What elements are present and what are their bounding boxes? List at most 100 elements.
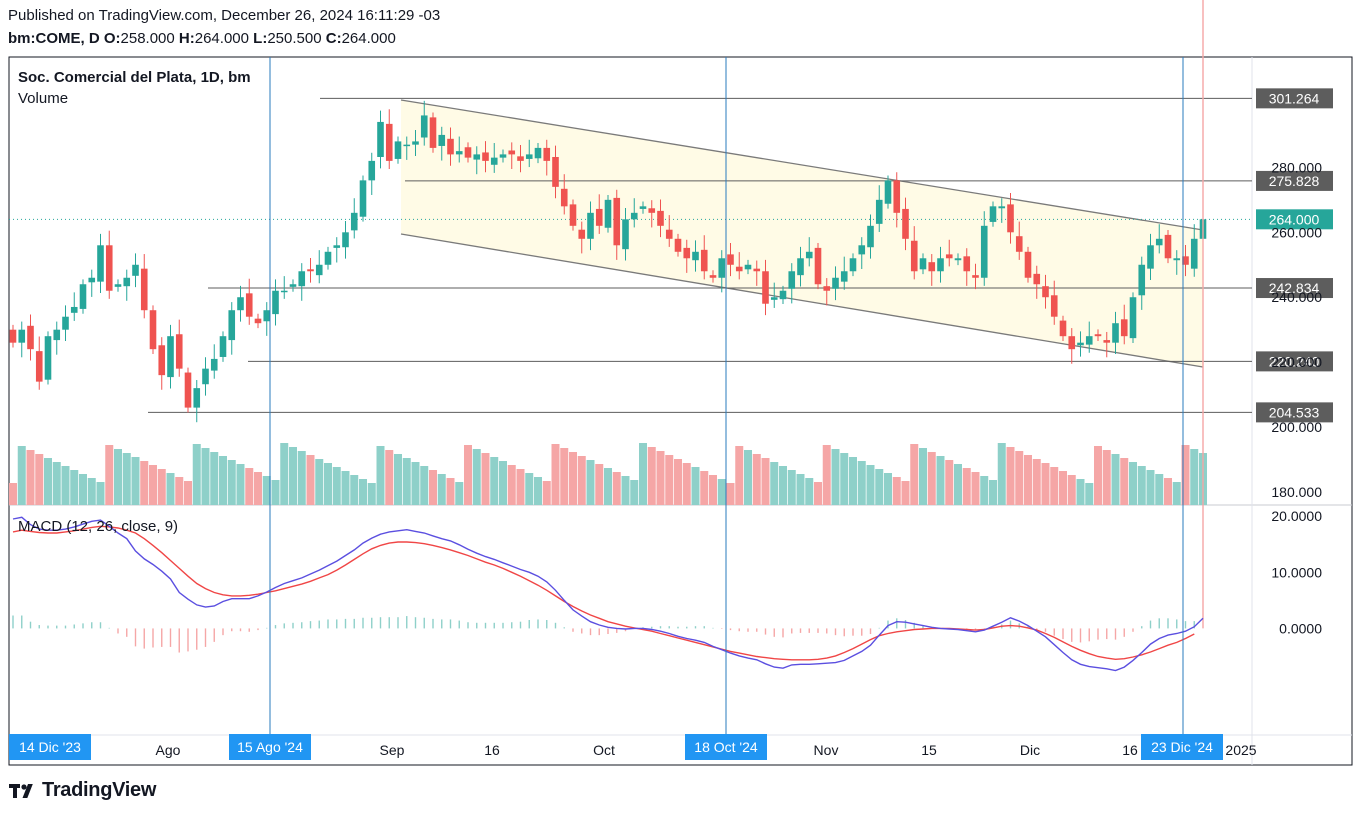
volume-bar bbox=[219, 456, 227, 505]
volume-bar bbox=[1190, 449, 1199, 505]
volume-bar bbox=[534, 477, 542, 505]
published-line: Published on TradingView.com, December 2… bbox=[8, 7, 441, 24]
volume-bar bbox=[1120, 458, 1129, 505]
candle-body bbox=[1112, 323, 1119, 343]
volume-bar bbox=[1024, 455, 1032, 505]
candle-body bbox=[867, 225, 874, 248]
volume-bar bbox=[1050, 467, 1059, 505]
volume-bar bbox=[726, 483, 735, 505]
volume-bar bbox=[140, 461, 149, 505]
candle-body bbox=[237, 297, 244, 311]
volume-bar bbox=[586, 460, 595, 505]
candle-body bbox=[648, 208, 656, 213]
candle-body bbox=[534, 147, 542, 159]
volume-bar bbox=[962, 468, 971, 505]
candle-body bbox=[79, 284, 87, 309]
candle-body bbox=[429, 117, 437, 148]
candle-body bbox=[184, 372, 192, 408]
candle-body bbox=[307, 269, 314, 272]
candle-body bbox=[937, 258, 944, 272]
candle-body bbox=[175, 334, 183, 369]
candle-body bbox=[508, 150, 516, 155]
candle-body bbox=[552, 156, 559, 187]
candle-body bbox=[1164, 234, 1172, 259]
volume-bar bbox=[149, 465, 157, 505]
volume-bar bbox=[464, 445, 472, 505]
candle-body bbox=[1085, 336, 1093, 345]
candle-body bbox=[770, 297, 778, 300]
candle-body bbox=[1120, 319, 1128, 337]
level-tag bbox=[1256, 278, 1333, 299]
volume-bar bbox=[1164, 478, 1172, 505]
low-value: 250.500 bbox=[267, 30, 322, 47]
candle-body bbox=[875, 199, 883, 224]
candle-body bbox=[149, 310, 157, 350]
candle-body bbox=[1024, 251, 1032, 278]
x-tick-label: 16 bbox=[1122, 742, 1138, 758]
candle-body bbox=[272, 290, 279, 315]
volume-bar bbox=[595, 464, 604, 505]
candle-body bbox=[779, 290, 787, 300]
tradingview-logo-icon bbox=[9, 783, 33, 798]
volume-bar bbox=[1085, 483, 1094, 505]
candle-body bbox=[499, 154, 507, 158]
candle-body bbox=[254, 318, 262, 324]
chart-title: Soc. Comercial del Plata, 1D, bm bbox=[18, 69, 251, 86]
volume-bar bbox=[201, 448, 210, 505]
candle-body bbox=[368, 160, 376, 181]
volume-bar bbox=[1129, 462, 1137, 505]
low-label: L: bbox=[253, 30, 268, 47]
volume-bar bbox=[892, 477, 901, 505]
volume-bar bbox=[866, 465, 875, 505]
volume-bar bbox=[770, 462, 779, 505]
channel-layer bbox=[400, 99, 1204, 368]
candle-body bbox=[1068, 336, 1076, 350]
candle-body bbox=[1182, 256, 1189, 265]
candle-body bbox=[954, 258, 962, 261]
candle-body bbox=[639, 206, 647, 209]
candle-body bbox=[53, 329, 61, 341]
volume-bar bbox=[236, 464, 245, 505]
volume-bar bbox=[1041, 463, 1050, 505]
candle-body bbox=[735, 266, 743, 272]
y-tick-label: 200.000 bbox=[1271, 419, 1322, 435]
volume-bar bbox=[577, 456, 586, 505]
ohlc-line: bm:COME, D O:258.000 H:264.000 L:250.500… bbox=[8, 30, 396, 47]
volume-bar bbox=[691, 467, 700, 505]
level-tag bbox=[1256, 170, 1333, 191]
x-tick-label: 2025 bbox=[1225, 742, 1256, 758]
volume-bar bbox=[604, 468, 612, 505]
volume-bar bbox=[289, 447, 297, 505]
level-label: 220.240 bbox=[1269, 353, 1320, 369]
volume-bar bbox=[612, 472, 621, 505]
x-tick-label: 15 bbox=[921, 742, 937, 758]
candle-body bbox=[665, 229, 673, 239]
candle-body bbox=[543, 147, 551, 161]
candle-body bbox=[709, 275, 717, 278]
y-tick-label: 180.000 bbox=[1271, 484, 1322, 500]
volume-bar bbox=[1102, 450, 1111, 505]
candle-body bbox=[788, 271, 796, 289]
candle-body bbox=[657, 210, 664, 226]
volume-bar bbox=[1181, 445, 1190, 505]
candle-body bbox=[359, 180, 367, 217]
x-tick-label: Dic bbox=[1020, 742, 1040, 758]
volume-bar bbox=[175, 477, 184, 505]
candle-body bbox=[858, 245, 866, 255]
candle-body bbox=[587, 212, 594, 239]
candle-body bbox=[464, 147, 472, 158]
candle-body bbox=[132, 264, 139, 276]
candle-body bbox=[1129, 297, 1137, 339]
volume-bar bbox=[507, 465, 516, 505]
candle-body bbox=[315, 264, 323, 276]
candle-body bbox=[350, 212, 358, 231]
volume-bar bbox=[927, 452, 936, 505]
volume-bar bbox=[1146, 470, 1155, 505]
volume-bar bbox=[857, 461, 866, 505]
volume-bar bbox=[184, 481, 192, 505]
volume-bar bbox=[1137, 466, 1146, 505]
candle-body bbox=[744, 264, 752, 270]
candle-body bbox=[902, 208, 909, 239]
volume-bar bbox=[446, 478, 455, 505]
